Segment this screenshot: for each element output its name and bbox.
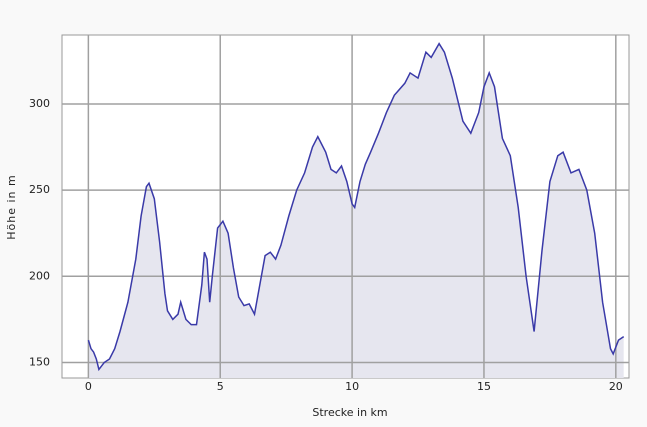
- y-tick-label: 200: [29, 269, 50, 282]
- y-tick-label: 250: [29, 183, 50, 196]
- y-tick-label: 150: [29, 355, 50, 368]
- y-axis-label: Höhe in m: [5, 174, 18, 239]
- elevation-line: [87, 42, 625, 372]
- x-axis-label: Strecke in km: [312, 406, 387, 419]
- x-tick-label: 20: [609, 380, 623, 393]
- x-tick-label: 0: [85, 380, 92, 393]
- x-tick-label: 5: [217, 380, 224, 393]
- x-tick-label: 15: [477, 380, 491, 393]
- y-tick-label: 300: [29, 97, 50, 110]
- x-tick-label: 10: [345, 380, 359, 393]
- area-fill: [88, 43, 624, 378]
